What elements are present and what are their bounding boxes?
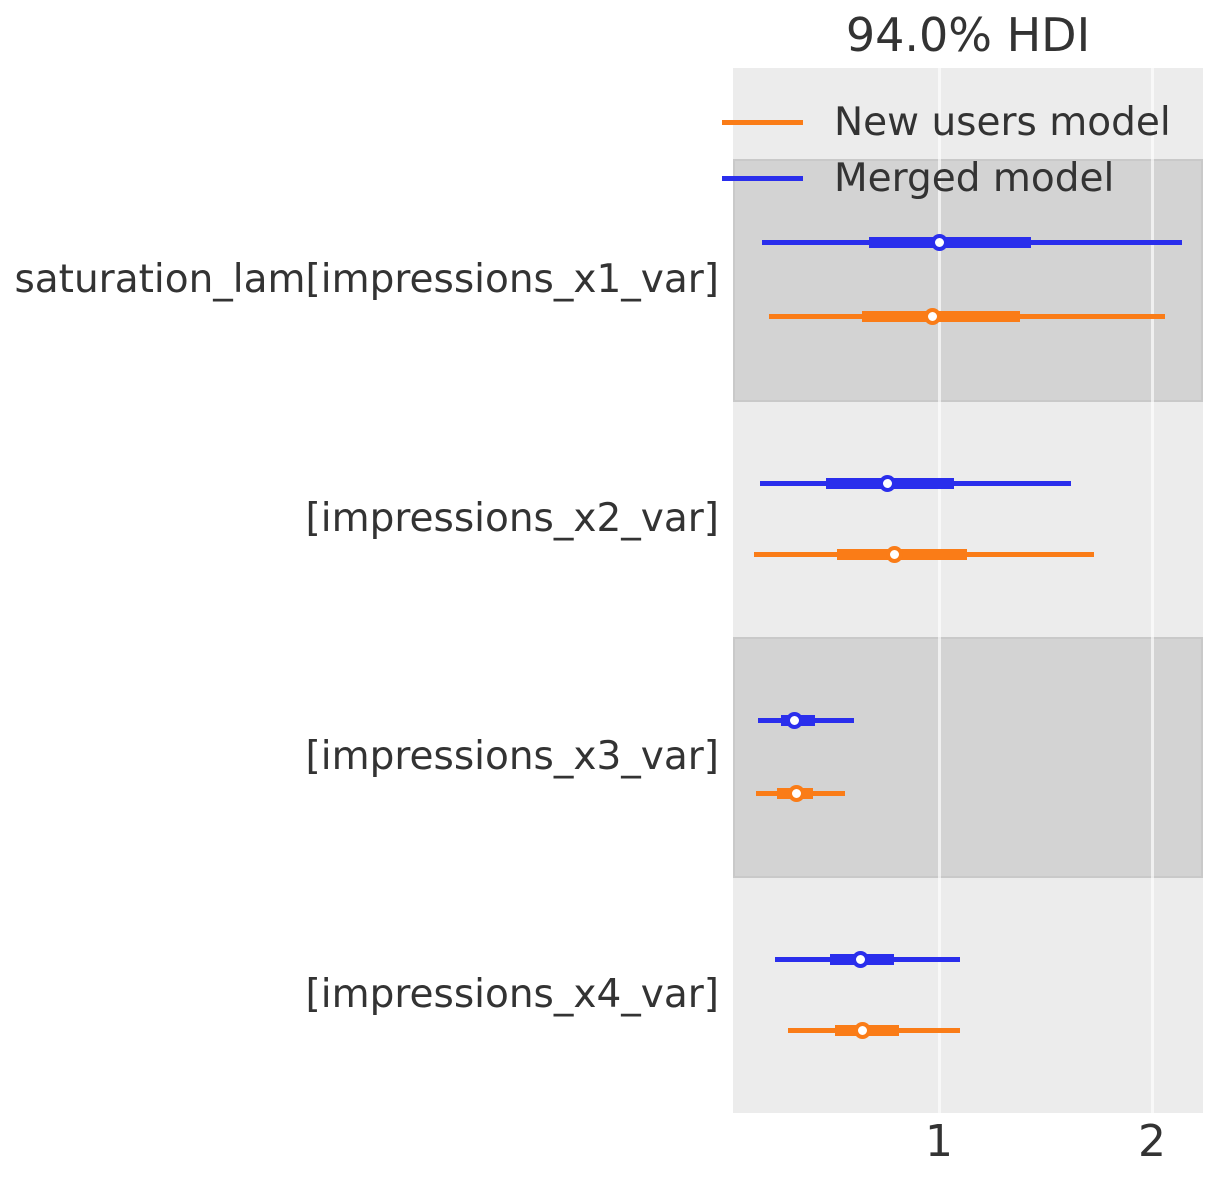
- legend-item-merged-model: Merged model: [722, 156, 1114, 201]
- median-marker-new-users-model: [853, 1022, 871, 1040]
- x-tick-label: 1: [925, 1116, 953, 1167]
- y-tick-label: saturation_lam[impressions_x1_var]: [14, 256, 719, 302]
- legend-item-new-users-model: New users model: [722, 100, 1171, 145]
- y-tick-label: [impressions_x3_var]: [305, 733, 719, 779]
- shaded-row-band: [733, 159, 1203, 402]
- median-marker-merged-model: [851, 950, 869, 968]
- legend-line-new-users-model: [722, 120, 803, 125]
- gridline-x-1: [937, 68, 941, 1113]
- median-marker-merged-model: [785, 711, 803, 729]
- gridline-x-2: [1150, 68, 1154, 1113]
- legend-label-merged-model: Merged model: [834, 156, 1115, 201]
- y-tick-label: [impressions_x4_var]: [305, 971, 719, 1017]
- plot-title: 94.0% HDI: [845, 8, 1091, 62]
- legend-line-merged-model: [722, 176, 803, 181]
- shaded-row-band: [733, 637, 1203, 878]
- plot-area: [733, 68, 1203, 1113]
- y-tick-label: [impressions_x2_var]: [305, 495, 719, 541]
- median-marker-merged-model: [879, 474, 897, 492]
- x-tick-label: 2: [1138, 1116, 1166, 1167]
- hdi-thick-band-merged-model: [868, 237, 1031, 249]
- legend-label-new-users-model: New users model: [834, 100, 1171, 145]
- median-marker-new-users-model: [787, 785, 805, 803]
- median-marker-merged-model: [930, 234, 948, 252]
- hdi-thick-band-new-users-model: [862, 311, 1020, 323]
- median-marker-new-users-model: [924, 308, 942, 326]
- median-marker-new-users-model: [885, 546, 903, 564]
